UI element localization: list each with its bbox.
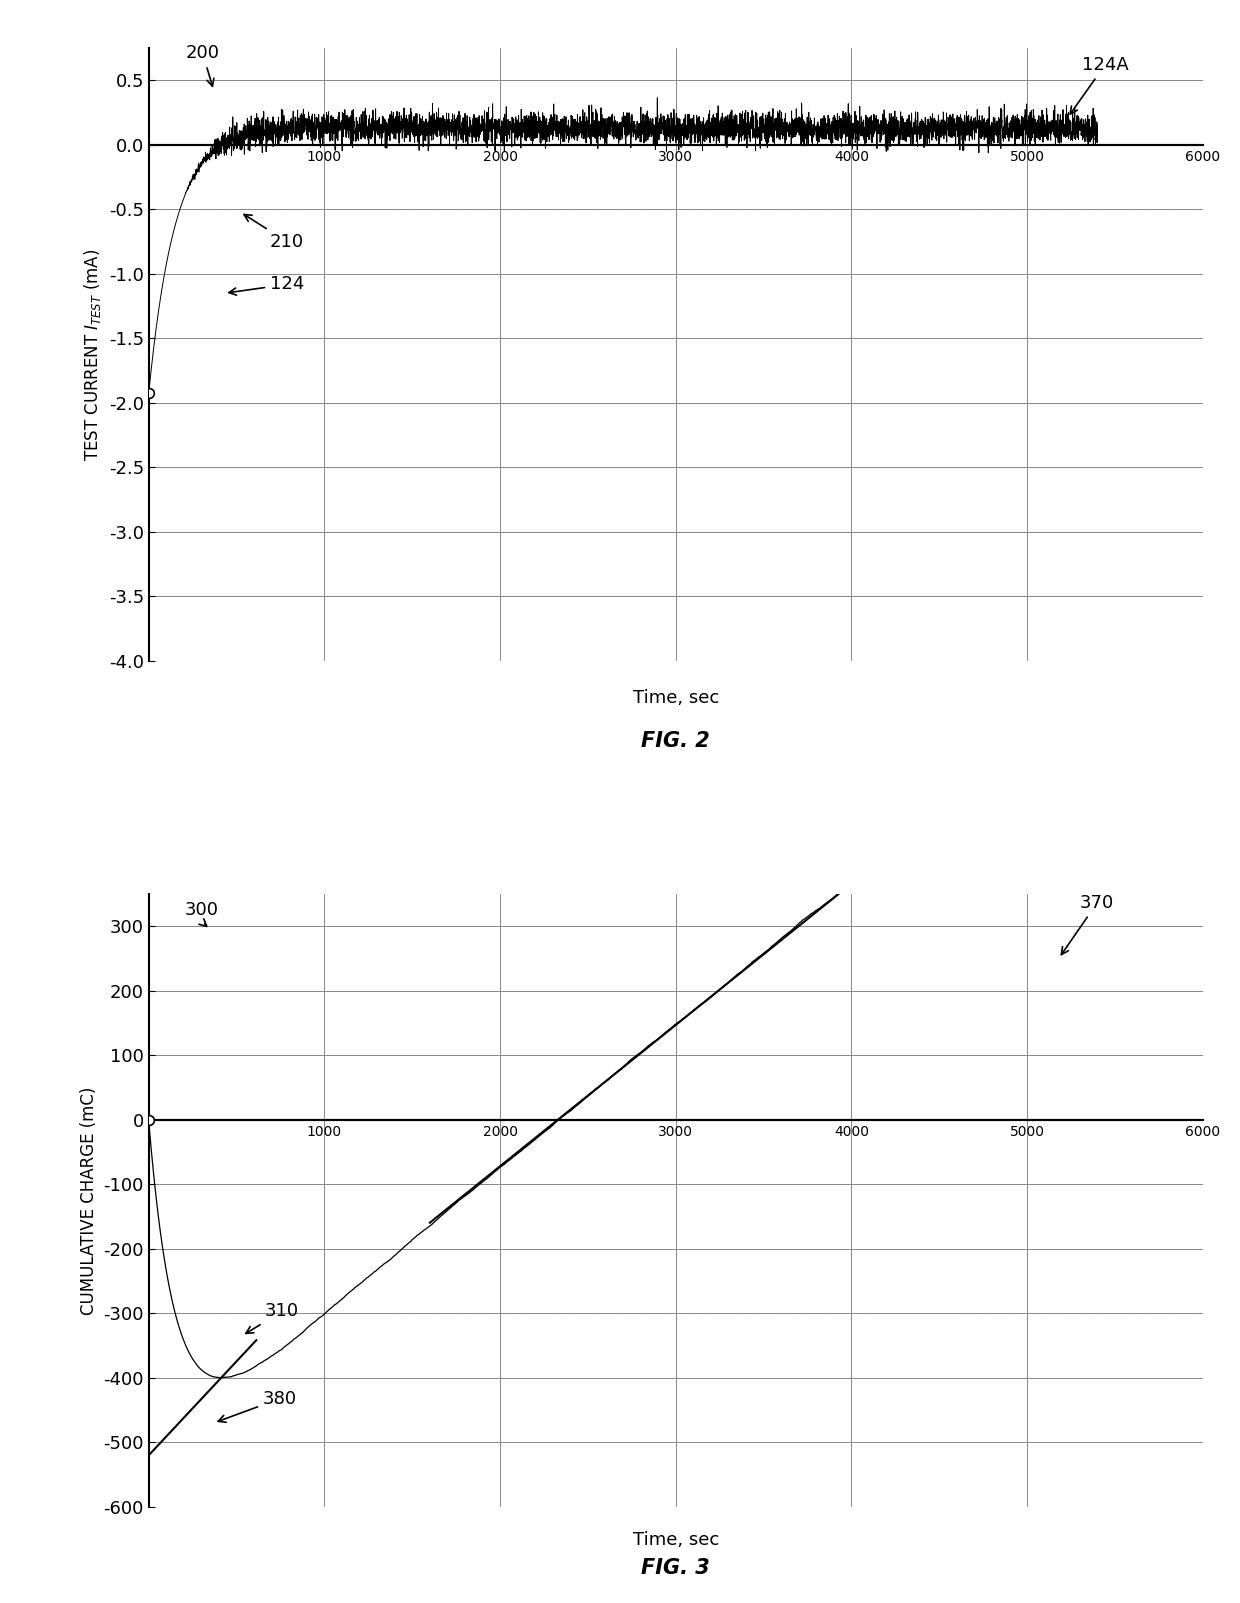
- Y-axis label: TEST CURRENT $I_{TEST}$ (mA): TEST CURRENT $I_{TEST}$ (mA): [82, 248, 103, 460]
- Text: 370: 370: [1061, 894, 1114, 955]
- Text: 210: 210: [244, 215, 304, 250]
- Text: FIG. 3: FIG. 3: [641, 1558, 711, 1577]
- Text: 200: 200: [186, 45, 219, 87]
- Text: 124: 124: [229, 276, 304, 295]
- Text: 300: 300: [185, 901, 218, 927]
- Y-axis label: CUMULATIVE CHARGE (mC): CUMULATIVE CHARGE (mC): [79, 1087, 98, 1314]
- Text: 380: 380: [218, 1390, 298, 1422]
- Text: 310: 310: [246, 1303, 299, 1334]
- X-axis label: Time, sec: Time, sec: [632, 689, 719, 707]
- X-axis label: Time, sec: Time, sec: [632, 1531, 719, 1550]
- Text: FIG. 2: FIG. 2: [641, 731, 711, 750]
- Text: 124A: 124A: [1070, 56, 1128, 114]
